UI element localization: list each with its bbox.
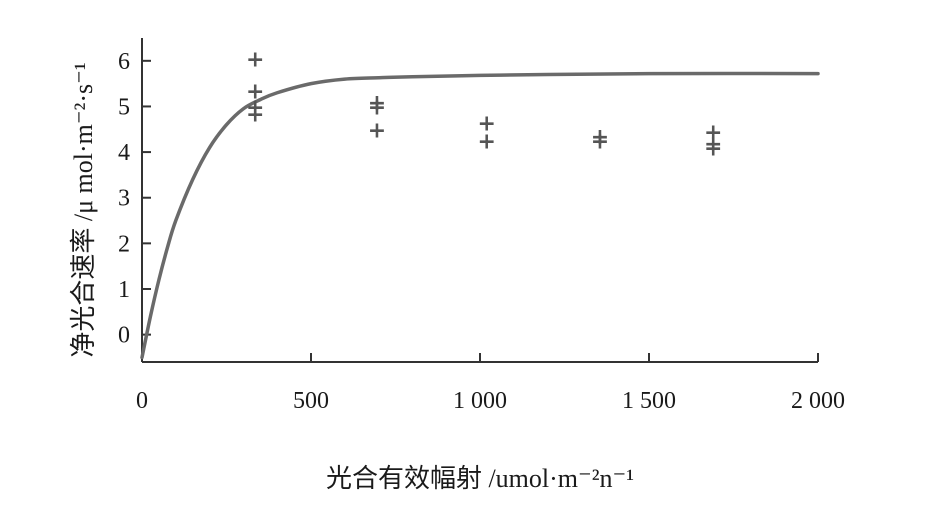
data-point: + bbox=[368, 91, 386, 116]
data-point: + bbox=[246, 95, 264, 120]
x-tick-label: 1 000 bbox=[453, 388, 507, 414]
data-point: + bbox=[478, 111, 496, 136]
y-tick-label: 4 bbox=[118, 140, 130, 166]
y-tick-label: 6 bbox=[118, 49, 130, 75]
data-point: + bbox=[246, 79, 264, 104]
x-tick-label: 1 500 bbox=[622, 388, 676, 414]
data-point: + bbox=[246, 102, 264, 127]
data-point: + bbox=[368, 95, 386, 120]
data-point: + bbox=[704, 137, 722, 162]
y-tick-label: 5 bbox=[118, 94, 130, 120]
y-tick-label: 2 bbox=[118, 231, 130, 257]
data-point: + bbox=[591, 130, 609, 155]
x-tick-label: 500 bbox=[293, 388, 329, 414]
data-point: + bbox=[246, 48, 264, 73]
data-point: + bbox=[704, 121, 722, 146]
fitted-curve bbox=[140, 71, 820, 360]
y-axis-title: 净光合速率 /μ mol·m⁻²·s⁻¹ bbox=[69, 62, 98, 357]
y-axis-ticks: 0 1 2 3 4 5 6 bbox=[118, 49, 151, 349]
x-axis-title: 光合有效幅射 /umol·m⁻²n⁻¹ bbox=[326, 464, 634, 493]
x-tick-label: 0 bbox=[136, 388, 148, 414]
data-point: + bbox=[478, 130, 496, 155]
x-axis-ticks: 0 500 1 000 1 500 2 000 bbox=[136, 353, 845, 414]
data-points: ++++ +++ ++ ++ +++ bbox=[246, 48, 722, 162]
data-point: + bbox=[704, 132, 722, 157]
data-point: + bbox=[591, 125, 609, 150]
y-tick-label: 0 bbox=[118, 323, 130, 349]
y-tick-label: 1 bbox=[118, 277, 130, 303]
x-tick-label: 2 000 bbox=[791, 388, 845, 414]
data-point: + bbox=[368, 118, 386, 143]
y-tick-label: 3 bbox=[118, 186, 130, 212]
